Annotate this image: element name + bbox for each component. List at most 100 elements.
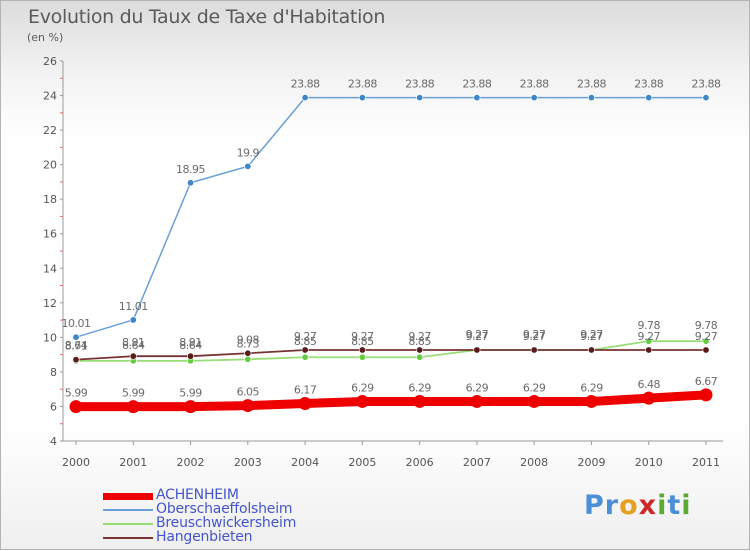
data-point <box>642 391 656 405</box>
y-tick-label: 24 <box>43 90 57 103</box>
chart-title: Evolution du Taux de Taxe d'Habitation <box>28 6 386 28</box>
data-point <box>645 346 653 354</box>
data-label: 6.67 <box>695 375 718 388</box>
data-point <box>72 356 80 364</box>
data-point <box>69 400 83 414</box>
data-point <box>645 94 653 102</box>
data-point <box>702 346 710 354</box>
y-tick-label: 20 <box>43 159 57 172</box>
data-point <box>241 399 255 413</box>
data-point <box>126 400 140 414</box>
data-label: 23.88 <box>634 78 663 91</box>
x-tick-label: 2009 <box>577 456 605 469</box>
data-label: 11.01 <box>119 300 148 313</box>
data-label: 8.85 <box>294 335 317 348</box>
data-point <box>413 394 427 408</box>
legend-swatch <box>103 523 153 525</box>
data-point <box>702 337 710 345</box>
data-label: 9.27 <box>351 330 374 343</box>
data-label: 8.85 <box>408 335 431 348</box>
data-label: 9.27 <box>523 330 546 343</box>
data-point <box>298 397 312 411</box>
data-label: 9.27 <box>523 328 546 341</box>
legend-swatch <box>103 492 153 500</box>
data-label: 6.29 <box>351 381 374 394</box>
data-label: 10.01 <box>62 317 91 330</box>
legend-label: ACHENHEIM <box>156 487 239 503</box>
data-label: 23.88 <box>520 78 549 91</box>
y-tick-label: 16 <box>43 228 57 241</box>
data-label: 9.27 <box>637 330 660 343</box>
series-line-breuschwickersheim <box>75 340 707 362</box>
data-point <box>301 353 309 361</box>
data-label: 6.17 <box>294 384 317 397</box>
x-tick-label: 2008 <box>520 456 548 469</box>
data-label: 6.05 <box>237 386 260 399</box>
data-label: 9.27 <box>466 328 489 341</box>
data-label: 8.91 <box>122 336 145 349</box>
data-point <box>416 346 424 354</box>
series-line-oberschaeffolsheim <box>75 96 707 338</box>
y-tick-label: 12 <box>43 297 57 310</box>
data-point <box>358 353 366 361</box>
x-tick-label: 2006 <box>406 456 434 469</box>
series-oberschaeffolsheim <box>72 94 710 341</box>
data-point <box>416 94 424 102</box>
data-label: 8.85 <box>351 335 374 348</box>
chart-unit: (en %) <box>27 31 64 44</box>
y-tick-label: 8 <box>50 366 57 379</box>
data-point <box>244 355 252 363</box>
data-label: 23.88 <box>462 78 491 91</box>
data-point <box>129 352 137 360</box>
data-point <box>187 352 195 360</box>
data-label: 6.29 <box>523 381 546 394</box>
data-point <box>416 353 424 361</box>
data-point <box>587 346 595 354</box>
data-label: 19.9 <box>237 146 260 159</box>
data-label: 9.78 <box>695 319 718 332</box>
x-tick-label: 2000 <box>62 456 90 469</box>
data-label: 9.27 <box>580 330 603 343</box>
data-label: 18.95 <box>176 163 205 176</box>
data-point <box>530 346 538 354</box>
data-label: 8.71 <box>65 340 88 353</box>
data-point <box>129 316 137 324</box>
data-point <box>187 179 195 187</box>
data-point <box>244 349 252 357</box>
data-point <box>699 388 713 402</box>
data-label: 23.88 <box>577 78 606 91</box>
data-label: 9.08 <box>237 333 260 346</box>
data-label: 8.64 <box>65 339 88 352</box>
data-label: 8.64 <box>179 339 202 352</box>
data-point <box>584 394 598 408</box>
data-label: 5.99 <box>179 387 202 400</box>
data-label: 9.27 <box>580 328 603 341</box>
data-point <box>184 400 198 414</box>
data-label: 9.27 <box>294 330 317 343</box>
x-tick-label: 2002 <box>177 456 205 469</box>
data-point <box>244 162 252 170</box>
data-label: 8.73 <box>237 337 260 350</box>
x-tick-label: 2011 <box>692 456 720 469</box>
data-label: 9.27 <box>695 330 718 343</box>
y-tick-label: 22 <box>43 124 57 137</box>
data-point <box>527 394 541 408</box>
data-label: 9.27 <box>466 330 489 343</box>
data-label: 23.88 <box>692 78 721 91</box>
proxiti-logo: Proxiti <box>584 490 692 521</box>
x-tick-label: 2001 <box>119 456 147 469</box>
y-tick-label: 14 <box>43 262 57 275</box>
series-breuschwickersheim <box>72 337 710 365</box>
data-point <box>355 394 369 408</box>
x-tick-label: 2010 <box>635 456 663 469</box>
y-tick-label: 10 <box>43 331 57 344</box>
data-label: 5.99 <box>122 387 145 400</box>
y-tick-label: 26 <box>43 55 57 68</box>
data-label: 8.64 <box>122 339 145 352</box>
data-point <box>587 94 595 102</box>
x-tick-label: 2003 <box>234 456 262 469</box>
y-tick-label: 18 <box>43 193 57 206</box>
data-point <box>702 94 710 102</box>
data-point <box>530 94 538 102</box>
